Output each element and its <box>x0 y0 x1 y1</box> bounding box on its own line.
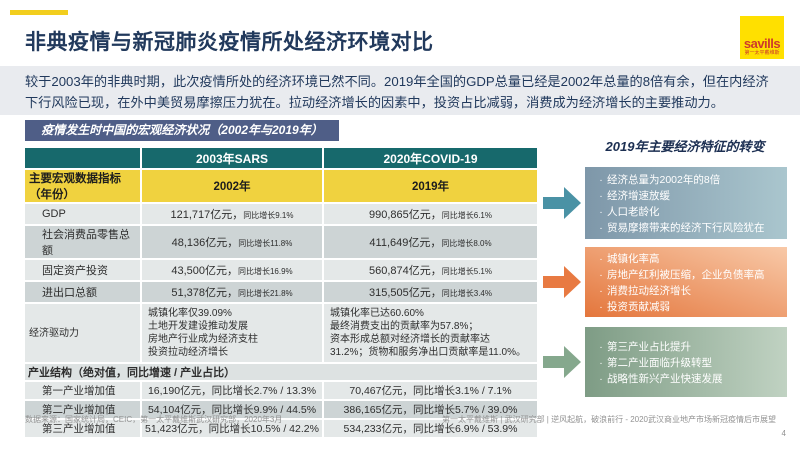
value-amount: 560,874亿元， <box>369 265 442 277</box>
feature-item: 贸易摩擦带来的经济下行风险犹在 <box>607 221 765 234</box>
value-2019: 315,505亿元，同比增长3.4% <box>322 282 537 302</box>
value-amount: 990,865亿元， <box>369 209 442 221</box>
page-number: 4 <box>781 429 786 438</box>
subheader-label: 主要宏观数据指标（年份） <box>25 170 140 202</box>
value-growth: 同比增长3.4% <box>441 289 492 298</box>
feature-box-industry: · 第三产业占比提升 · 第二产业面临升级转型 · 战略性新兴产业快速发展 <box>585 327 787 397</box>
table-row: 社会消费品零售总额 48,136亿元，同比增长11.8% 411,649亿元，同… <box>25 226 537 258</box>
row-label: GDP <box>25 204 140 224</box>
subheader-2002: 2002年 <box>140 170 322 202</box>
row-label: 社会消费品零售总额 <box>25 226 140 258</box>
value-2002: 51,378亿元，同比增长21.8% <box>140 282 322 302</box>
economy-driver-row: 经济驱动力 城镇化率仅39.09% 土地开发建设推动发展 房地产行业成为经济支柱… <box>25 304 537 362</box>
value-2019: 386,165亿元，同比增长5.7% / 39.0% <box>322 401 537 418</box>
feature-item: 经济增速放缓 <box>607 189 670 202</box>
bullet-dot-icon: · <box>599 300 603 313</box>
right-arrow-icon <box>543 187 581 219</box>
subheader-2019: 2019年 <box>322 170 537 202</box>
feature-box-drivers: · 城镇化率高 · 房地产红利被压缩，企业负债率高 · 消费拉动经济增长 · 投资贡献减… <box>585 247 787 317</box>
savills-logo: savills 第一太平戴维斯 <box>740 16 784 59</box>
bullet-dot-icon: · <box>599 189 603 202</box>
value-2002: 48,136亿元，同比增长11.8% <box>140 226 322 258</box>
value-2002: 51,423亿元，同比增长10.5% / 42.2% <box>140 420 322 437</box>
panel-title: 2019年主要经济特征的转变 <box>605 139 765 154</box>
bullet-dot-icon: · <box>599 205 603 218</box>
value-growth: 同比增长5.1% <box>441 267 492 276</box>
table-header-row: 2003年SARS 2020年COVID-19 <box>25 148 537 168</box>
table-row: 固定资产投资 43,500亿元，同比增长16.9% 560,874亿元，同比增长… <box>25 260 537 280</box>
driver-2002: 城镇化率仅39.09% 土地开发建设推动发展 房地产行业成为经济支柱 投资拉动经… <box>140 304 322 362</box>
value-2002: 54,104亿元，同比增长9.9% / 44.5% <box>140 401 322 418</box>
bullet-dot-icon: · <box>599 268 603 281</box>
header-2020-covid: 2020年COVID-19 <box>322 148 537 168</box>
row-label: 进出口总额 <box>25 282 140 302</box>
feature-item: 第二产业面临升级转型 <box>607 356 712 369</box>
table-row: 第一产业增加值 16,190亿元，同比增长2.7% / 13.3% 70,467… <box>25 382 537 399</box>
industry-section-row: 产业结构（绝对值，同比增速 / 产业占比） <box>25 364 537 380</box>
table-row: 进出口总额 51,378亿元，同比增长21.8% 315,505亿元，同比增长3… <box>25 282 537 302</box>
comparison-table: 2003年SARS 2020年COVID-19 主要宏观数据指标（年份） 200… <box>25 146 537 439</box>
table-banner: 疫情发生时中国的宏观经济状况（2002年与2019年） <box>25 120 339 141</box>
value-2002: 16,190亿元，同比增长2.7% / 13.3% <box>140 382 322 399</box>
bullet-dot-icon: · <box>599 252 603 265</box>
feature-item: 第三产业占比提升 <box>607 340 691 353</box>
bullet-dot-icon: · <box>599 356 603 369</box>
value-2019: 990,865亿元，同比增长6.1% <box>322 204 537 224</box>
value-2019: 411,649亿元，同比增长8.0% <box>322 226 537 258</box>
right-arrow-icon <box>543 346 581 378</box>
section-label: 产业结构（绝对值，同比增速 / 产业占比） <box>25 364 537 380</box>
row-label: 第二产业增加值 <box>25 401 140 418</box>
table-row: 第三产业增加值 51,423亿元，同比增长10.5% / 42.2% 534,2… <box>25 420 537 437</box>
value-growth: 同比增长6.1% <box>441 211 492 220</box>
value-amount: 48,136亿元， <box>171 237 239 249</box>
accent-dash <box>10 10 68 15</box>
table-subheader-row: 主要宏观数据指标（年份） 2002年 2019年 <box>25 170 537 202</box>
header-empty-cell <box>25 148 140 168</box>
value-2019: 70,467亿元，同比增长3.1% / 7.1% <box>322 382 537 399</box>
value-growth: 同比增长21.8% <box>237 289 293 298</box>
table-row: 第二产业增加值 54,104亿元，同比增长9.9% / 44.5% 386,16… <box>25 401 537 418</box>
bullet-dot-icon: · <box>599 221 603 234</box>
value-2019: 560,874亿元，同比增长5.1% <box>322 260 537 280</box>
bullet-dot-icon: · <box>599 340 603 353</box>
table-row: GDP 121,717亿元，同比增长9.1% 990,865亿元，同比增长6.1… <box>25 204 537 224</box>
value-amount: 121,717亿元， <box>170 209 244 221</box>
value-amount: 315,505亿元， <box>369 287 442 299</box>
bullet-dot-icon: · <box>599 284 603 297</box>
value-amount: 411,649亿元， <box>369 237 442 249</box>
feature-item: 房地产红利被压缩，企业负债率高 <box>607 268 765 281</box>
header-2003-sars: 2003年SARS <box>140 148 322 168</box>
bullet-dot-icon: · <box>599 173 603 186</box>
value-2019: 534,233亿元，同比增长6.9% / 53.9% <box>322 420 537 437</box>
logo-brand-text: savills <box>743 36 781 51</box>
feature-item: 人口老龄化 <box>607 205 660 218</box>
value-growth: 同比增长9.1% <box>243 211 294 220</box>
value-growth: 同比增长16.9% <box>237 267 293 276</box>
row-label: 第一产业增加值 <box>25 382 140 399</box>
row-label: 固定资产投资 <box>25 260 140 280</box>
right-arrow-icon <box>543 266 581 298</box>
value-2002: 121,717亿元，同比增长9.1% <box>140 204 322 224</box>
bullet-dot-icon: · <box>599 372 603 385</box>
intro-paragraph: 较于2003年的非典时期，此次疫情所处的经济环境已然不同。2019年全国的GDP… <box>0 66 800 115</box>
feature-item: 战略性新兴产业快速发展 <box>607 372 723 385</box>
value-amount: 43,500亿元， <box>171 265 238 277</box>
value-amount: 51,378亿元， <box>171 287 238 299</box>
data-source-note: 数据来源：国家统计局，CEIC，第一太平戴维斯武汉研究部，2020年3月 <box>25 415 283 424</box>
driver-2019: 城镇化率已达60.60% 最终消费支出的贡献率为57.8%； 资本形成总额对经济… <box>322 304 537 362</box>
feature-item: 城镇化率高 <box>607 252 660 265</box>
row-label: 经济驱动力 <box>25 304 140 362</box>
footer-report-title: 第一太平戴维斯 | 武汉研究部 | 逆风起航，破浪前行 - 2020武汉商业地产… <box>442 415 776 424</box>
value-growth: 同比增长11.8% <box>238 239 293 248</box>
value-2002: 43,500亿元，同比增长16.9% <box>140 260 322 280</box>
row-label: 第三产业增加值 <box>25 420 140 437</box>
feature-item: 投资贡献减弱 <box>607 300 670 313</box>
logo-sub-text: 第一太平戴维斯 <box>744 50 780 56</box>
feature-box-macro: · 经济总量为2002年的8倍 · 经济增速放缓 · 人口老龄化 · 贸易摩擦带来的经济… <box>585 167 787 239</box>
value-growth: 同比增长8.0% <box>441 239 492 248</box>
feature-item: 消费拉动经济增长 <box>607 284 691 297</box>
page-title: 非典疫情与新冠肺炎疫情所处经济环境对比 <box>25 31 434 54</box>
feature-item: 经济总量为2002年的8倍 <box>607 173 721 186</box>
